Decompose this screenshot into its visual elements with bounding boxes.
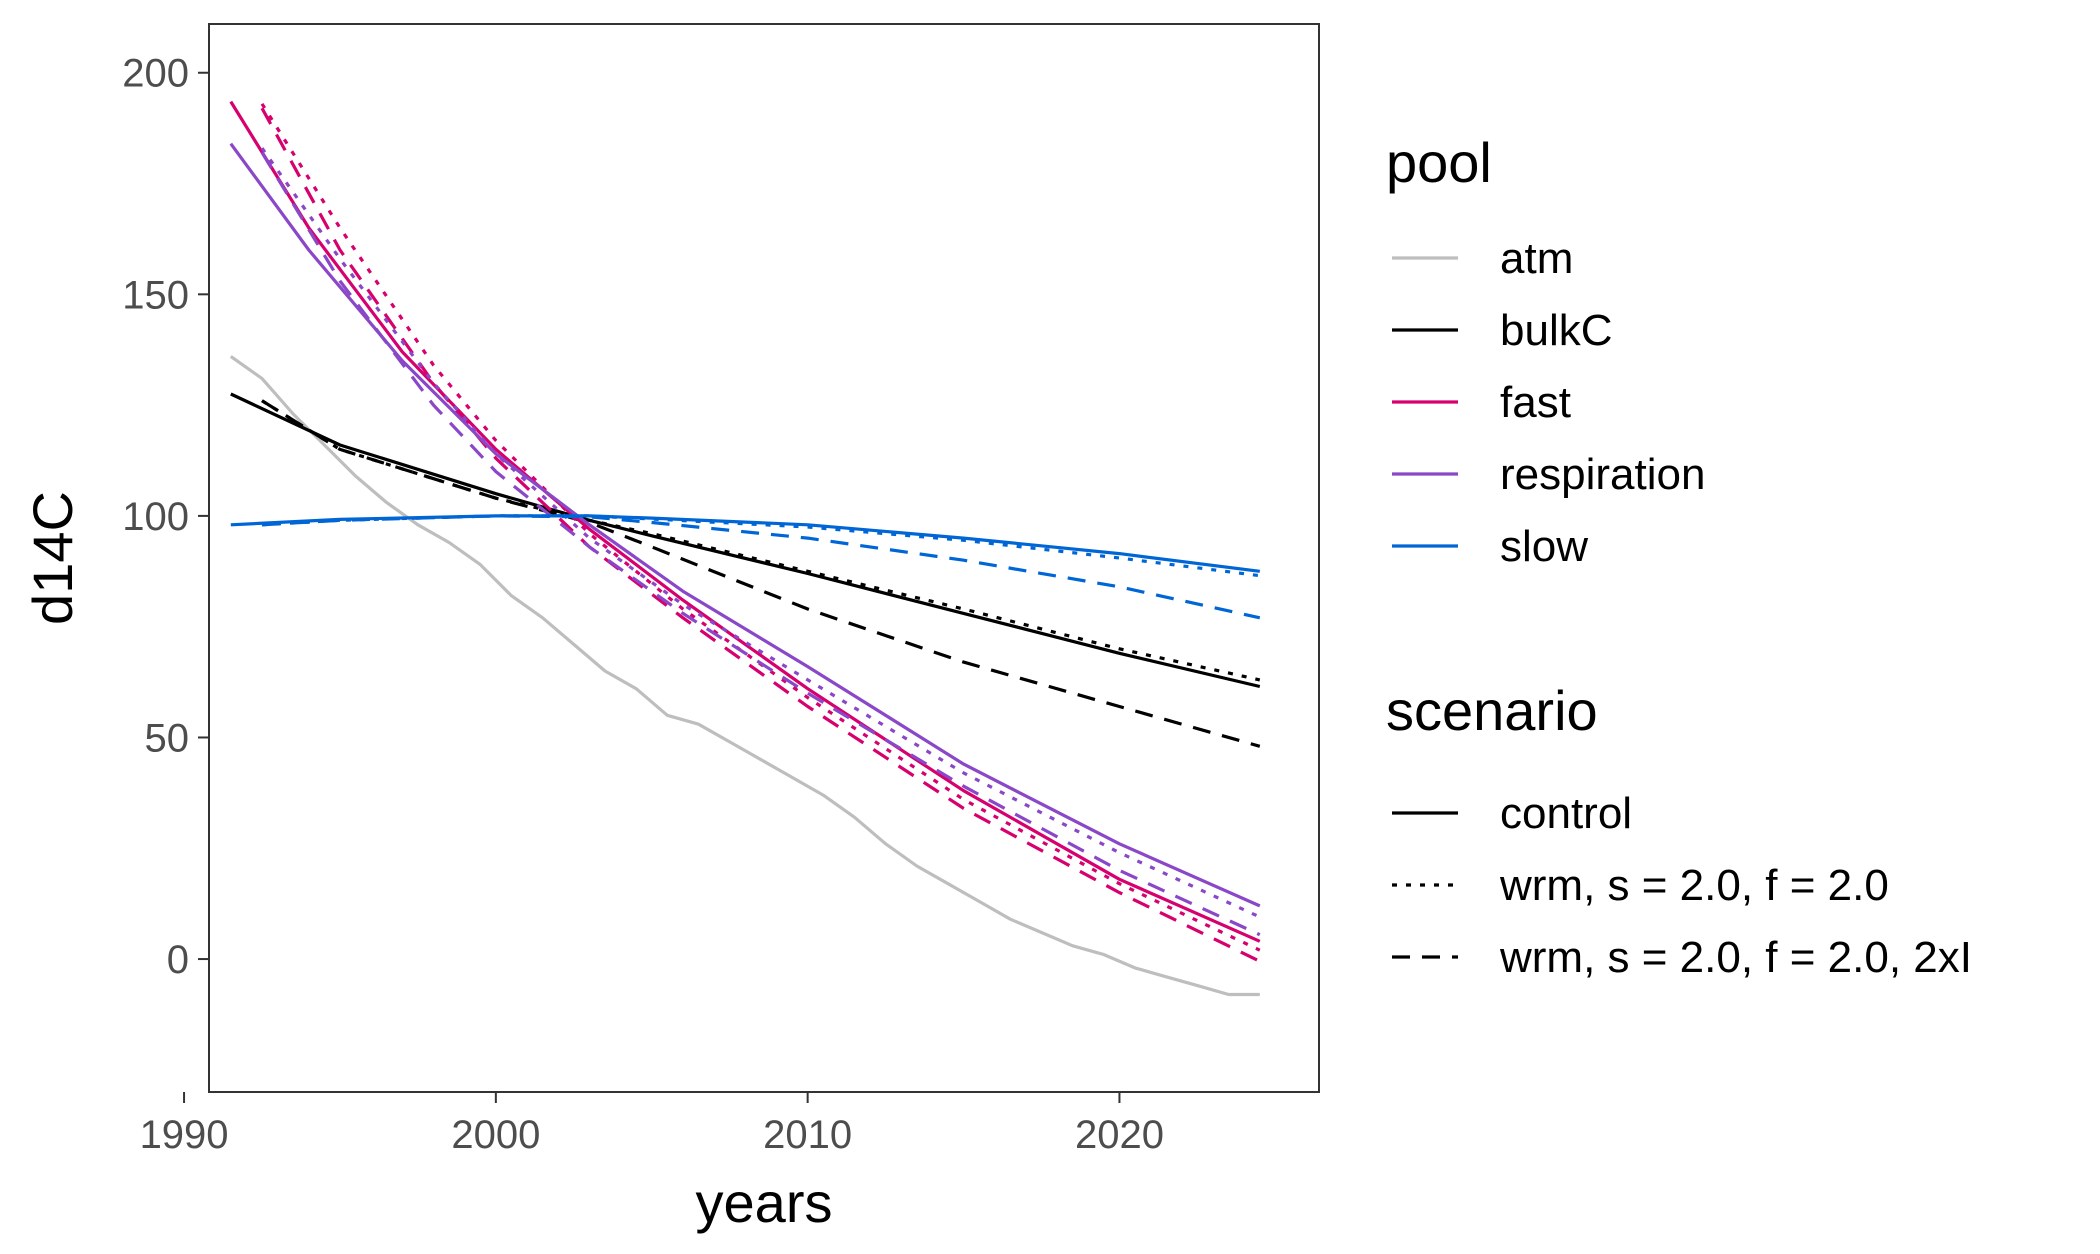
series-line-respiration-control	[229, 142, 1261, 908]
legend-label-slow: slow	[1500, 522, 1588, 571]
y-tick-label: 150	[122, 273, 189, 317]
legend-pool: pool atm bulkC fast respiration slow	[1386, 131, 1705, 571]
series-line-bulkc-control	[230, 392, 1261, 689]
series-line-bulkc-wrm-s-2-0-f-2-0	[261, 399, 1261, 682]
y-axis-title: d14C	[21, 491, 84, 625]
y-tick-label: 200	[122, 52, 189, 96]
series-line-fast-control	[229, 100, 1261, 943]
series-layer	[229, 100, 1261, 997]
legend-label-respiration: respiration	[1500, 450, 1705, 499]
x-tick-label: 2000	[451, 1113, 540, 1157]
series-line-fast-wrm-s-2-0-f-2-0-2xi	[260, 107, 1261, 963]
legend-label-wrm-s-2-0-f-2-0-2xi: wrm, s = 2.0, f = 2.0, 2xI	[1499, 933, 1972, 982]
x-tick-label: 2020	[1075, 1113, 1164, 1157]
series-line-slow-wrm-s-2-0-f-2-0-2xi	[261, 514, 1261, 620]
plot-panel	[209, 24, 1319, 1092]
legend-label-wrm-s-2-0-f-2-0: wrm, s = 2.0, f = 2.0	[1499, 861, 1889, 910]
x-tick-label: 1990	[140, 1113, 229, 1157]
legend-label-atm: atm	[1500, 234, 1573, 283]
y-tick-label: 100	[122, 495, 189, 539]
series-line-respiration-wrm-s-2-0-f-2-0	[260, 147, 1261, 919]
x-axis: 1990 2000 2010 2020	[140, 1092, 1164, 1157]
series-line-atm-control	[229, 355, 1260, 997]
y-tick-label: 0	[167, 938, 189, 982]
y-axis: 0 50 100 150 200	[122, 52, 209, 982]
legend-pool-entries: atm bulkC fast respiration slow	[1392, 234, 1705, 571]
x-axis-title: years	[696, 1171, 833, 1234]
x-tick-label: 2010	[763, 1113, 852, 1157]
y-tick-label: 50	[145, 716, 190, 760]
legend-label-bulkc: bulkC	[1500, 306, 1613, 355]
series-line-fast-wrm-s-2-0-f-2-0	[260, 102, 1261, 952]
legend-label-control: control	[1500, 789, 1632, 838]
series-line-respiration-wrm-s-2-0-f-2-0-2xi	[260, 151, 1261, 937]
legend-scenario: scenario control wrm, s = 2.0, f = 2.0 wrm…	[1386, 679, 1972, 982]
legend-pool-title: pool	[1386, 131, 1492, 194]
legend-label-fast: fast	[1500, 378, 1571, 427]
legend-scenario-entries: control wrm, s = 2.0, f = 2.0 wrm, s = 2.0…	[1392, 789, 1972, 982]
legend-scenario-title: scenario	[1386, 679, 1598, 742]
plot-panel-border	[208, 23, 1320, 1093]
